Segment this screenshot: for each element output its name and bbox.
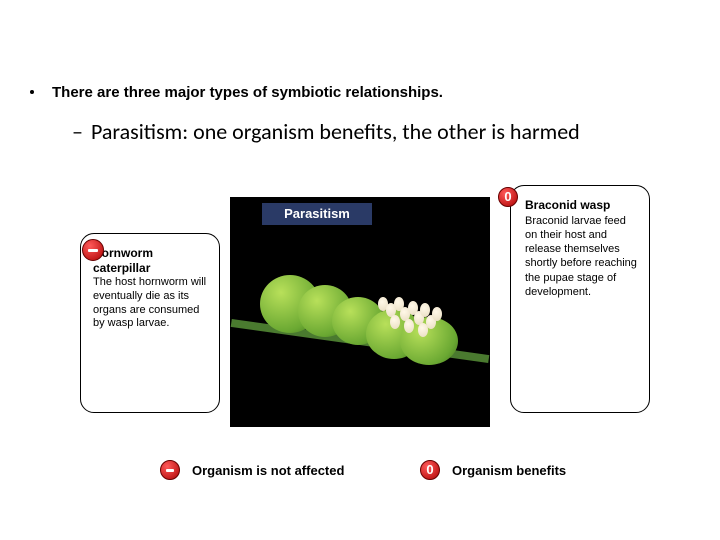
sub-bullet-text: Parasitism: one organism benefits, the o…: [91, 118, 580, 145]
minus-icon: [82, 239, 104, 261]
bullet-line: There are three major types of symbiotic…: [30, 84, 443, 101]
bullet-dot: [30, 90, 34, 94]
wasp-egg: [390, 315, 400, 329]
minus-icon: [160, 460, 180, 480]
wasp-egg: [404, 319, 414, 333]
hornworm: [260, 267, 450, 357]
legend-label: Organism benefits: [452, 463, 566, 478]
left-callout-title: Hornworm caterpillar: [93, 246, 209, 276]
legend: Organism is not affected 0 Organism bene…: [160, 460, 640, 490]
zero-icon: 0: [420, 460, 440, 480]
left-callout-body: The host hornworm will eventually die as…: [93, 276, 209, 331]
wasp-egg: [418, 323, 428, 337]
zero-icon: 0: [498, 187, 518, 207]
right-callout: Braconid wasp Braconid larvae feed on th…: [510, 185, 650, 413]
parasitism-figure: Parasitism Hornworm caterpillar The host…: [80, 185, 640, 445]
left-callout: Hornworm caterpillar The host hornworm w…: [80, 233, 220, 413]
caterpillar-image: [230, 197, 490, 427]
legend-item-not-affected: Organism is not affected: [160, 460, 344, 480]
sub-bullet-dash: –: [72, 118, 83, 145]
right-callout-title: Braconid wasp: [525, 198, 639, 214]
figure-title: Parasitism: [262, 203, 372, 225]
wasp-egg: [432, 307, 442, 321]
sub-bullet-line: – Parasitism: one organism benefits, the…: [72, 118, 580, 145]
legend-label: Organism is not affected: [192, 463, 344, 478]
bullet-text: There are three major types of symbiotic…: [52, 84, 443, 101]
right-callout-body: Braconid larvae feed on their host and r…: [525, 214, 639, 300]
legend-item-benefits: 0 Organism benefits: [420, 460, 566, 480]
